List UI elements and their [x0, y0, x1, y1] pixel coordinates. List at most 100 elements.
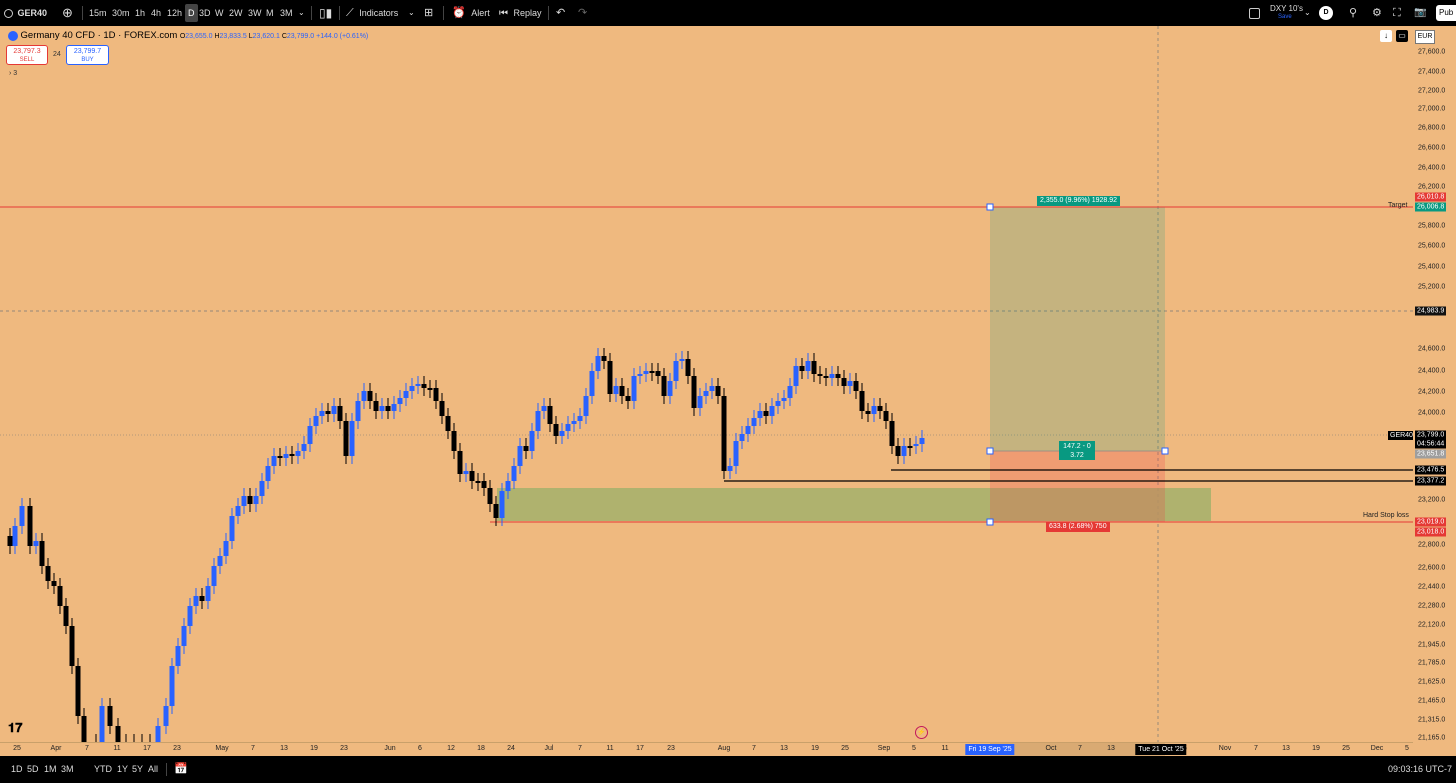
candle-up: [913, 444, 919, 446]
redo-icon[interactable]: ↷: [578, 7, 588, 19]
candle-up: [99, 706, 105, 742]
price-tick-label: 21,785.0: [1418, 659, 1446, 667]
watchlist-layout-name[interactable]: DXY 10's Save: [1270, 4, 1303, 22]
currency-button[interactable]: EUR: [1415, 30, 1435, 44]
demand-zone[interactable]: [497, 488, 1211, 521]
price-tag: 23,651.8: [1415, 449, 1447, 459]
divider: [311, 6, 312, 20]
templates-grid-icon[interactable]: ⊞: [424, 7, 434, 19]
candle-down: [57, 586, 63, 606]
interval-3m[interactable]: 3M: [280, 8, 293, 18]
candle-down: [619, 386, 625, 396]
camera-icon[interactable]: 📷: [1414, 7, 1427, 18]
interval-4h[interactable]: 4h: [151, 8, 162, 18]
candle-up: [415, 384, 421, 386]
quick-search-icon[interactable]: ⚲: [1349, 7, 1358, 19]
interval-12h[interactable]: 12h: [167, 8, 183, 18]
layout-icon[interactable]: [1249, 0, 1260, 26]
price-tag: 23,018.0: [1415, 527, 1447, 537]
goto-realtime-icon[interactable]: ▭: [1396, 30, 1408, 42]
time-tick-label: 25: [13, 745, 21, 752]
interval-m[interactable]: M: [266, 8, 274, 18]
gear-icon[interactable]: ⚙: [1372, 7, 1382, 19]
range-3m[interactable]: 3M: [61, 764, 74, 774]
interval-w[interactable]: W: [215, 8, 224, 18]
interval-2w[interactable]: 2W: [229, 8, 243, 18]
price-tick-label: 22,600.0: [1418, 564, 1446, 572]
interval-30m[interactable]: 30m: [112, 8, 130, 18]
handle-stop[interactable]: [986, 518, 994, 526]
date-range-calendar-icon[interactable]: 📅: [174, 763, 188, 775]
candle-up: [33, 541, 39, 546]
alert-button[interactable]: ⏰ Alert: [452, 0, 490, 26]
undo-icon[interactable]: ↶: [556, 7, 566, 19]
price-tick-label: 22,280.0: [1418, 602, 1446, 610]
chevron-down-icon[interactable]: ⌄: [1304, 8, 1311, 17]
scroll-down-icon[interactable]: ↓: [1380, 30, 1392, 42]
top-toolbar: GER40 ⊕ 15m 30m 1h 4h 12h D 3D W 2W 3W M…: [0, 0, 1456, 26]
candle-up: [253, 496, 259, 504]
candle-up: [871, 406, 877, 414]
handle-width[interactable]: [1161, 447, 1169, 455]
range-1y[interactable]: 1Y: [117, 764, 129, 774]
chart-pane[interactable]: Germany 40 CFD · 1D · FOREX.com O23,655.…: [0, 26, 1413, 742]
handle-entry[interactable]: [986, 447, 994, 455]
range-1m[interactable]: 1M: [44, 764, 57, 774]
user-avatar[interactable]: D: [1319, 6, 1333, 20]
chevron-down-icon[interactable]: ⌄: [408, 8, 415, 17]
price-tick-label: 21,315.0: [1418, 716, 1446, 724]
bottom-toolbar: 1D 5D 1M 3M YTD 1Y 5Y All 📅 09:03:16 UTC…: [0, 756, 1456, 783]
range-5y[interactable]: 5Y: [132, 764, 144, 774]
indicators-button[interactable]: ⟋ Indicators: [346, 0, 398, 26]
sell-button[interactable]: 23,797.3 SELL: [6, 45, 48, 65]
range-5d[interactable]: 5D: [27, 764, 39, 774]
price-tick-label: 27,400.0: [1418, 68, 1446, 76]
time-tick-label: Aug: [717, 745, 731, 752]
fullscreen-icon[interactable]: ⛶: [1393, 7, 1401, 19]
profit-zone[interactable]: [990, 207, 1165, 451]
candle-up: [919, 438, 925, 444]
lightning-icon[interactable]: ⚡: [915, 726, 928, 739]
candle-down: [601, 356, 607, 361]
candle-up: [535, 411, 541, 431]
range-1d[interactable]: 1D: [11, 764, 23, 774]
chevron-down-icon[interactable]: ⌄: [298, 8, 305, 17]
handle-target[interactable]: [986, 203, 994, 211]
time-axis[interactable]: 25 Apr 7 11 17 23 May 7 13 19 23 Jun 6 12 18 24 Jul 7 11 17…: [0, 742, 1413, 756]
candle-up: [541, 406, 547, 411]
range-all[interactable]: All: [148, 764, 159, 774]
candle-down: [817, 374, 823, 376]
clock-timezone[interactable]: 09:03:16 UTC-7: [1388, 764, 1453, 774]
candle-up: [307, 426, 313, 444]
profit-label: 2,355.0 (9.96%) 1928.92: [1037, 196, 1121, 206]
candle-up: [667, 381, 673, 396]
range-ytd[interactable]: YTD: [94, 764, 112, 774]
symbol-logo-icon: [8, 30, 18, 41]
price-tick-label: 22,440.0: [1418, 583, 1446, 591]
price-tick-label: 25,600.0: [1418, 242, 1446, 250]
indicators-toggle[interactable]: › 3: [9, 70, 18, 77]
risk-label: 633.8 (2.68%) 750: [1046, 522, 1110, 532]
publish-button[interactable]: Pub: [1436, 5, 1456, 21]
candle-up: [163, 706, 169, 726]
price-tag: 23,377.2: [1415, 476, 1447, 486]
replay-button[interactable]: ⏮ Replay: [499, 0, 542, 26]
stop-zone[interactable]: [990, 451, 1165, 522]
candle-up: [283, 454, 289, 458]
candle-down: [553, 424, 559, 436]
time-tick-label: 7: [1078, 745, 1082, 752]
price-axis[interactable]: EUR 27,600.0 27,400.0 27,200.0 27,000.0 26,8…: [1413, 26, 1456, 742]
compare-add-icon[interactable]: ⊕: [62, 5, 73, 20]
buy-button[interactable]: 23,799.7 BUY: [66, 45, 109, 65]
interval-15m[interactable]: 15m: [89, 8, 107, 18]
symbol-search-button[interactable]: GER40: [4, 0, 47, 26]
interval-3w[interactable]: 3W: [248, 8, 262, 18]
interval-1h[interactable]: 1h: [135, 8, 146, 18]
time-tick-label: 11: [606, 745, 614, 752]
candle-type-icon[interactable]: ▯▮: [319, 6, 333, 20]
interval-d-selected[interactable]: D: [185, 4, 198, 22]
time-tick-label: 13: [1107, 745, 1115, 752]
time-tick-label: 13: [280, 745, 288, 752]
interval-3d[interactable]: 3D: [199, 8, 211, 18]
chart-canvas[interactable]: [0, 26, 1413, 742]
